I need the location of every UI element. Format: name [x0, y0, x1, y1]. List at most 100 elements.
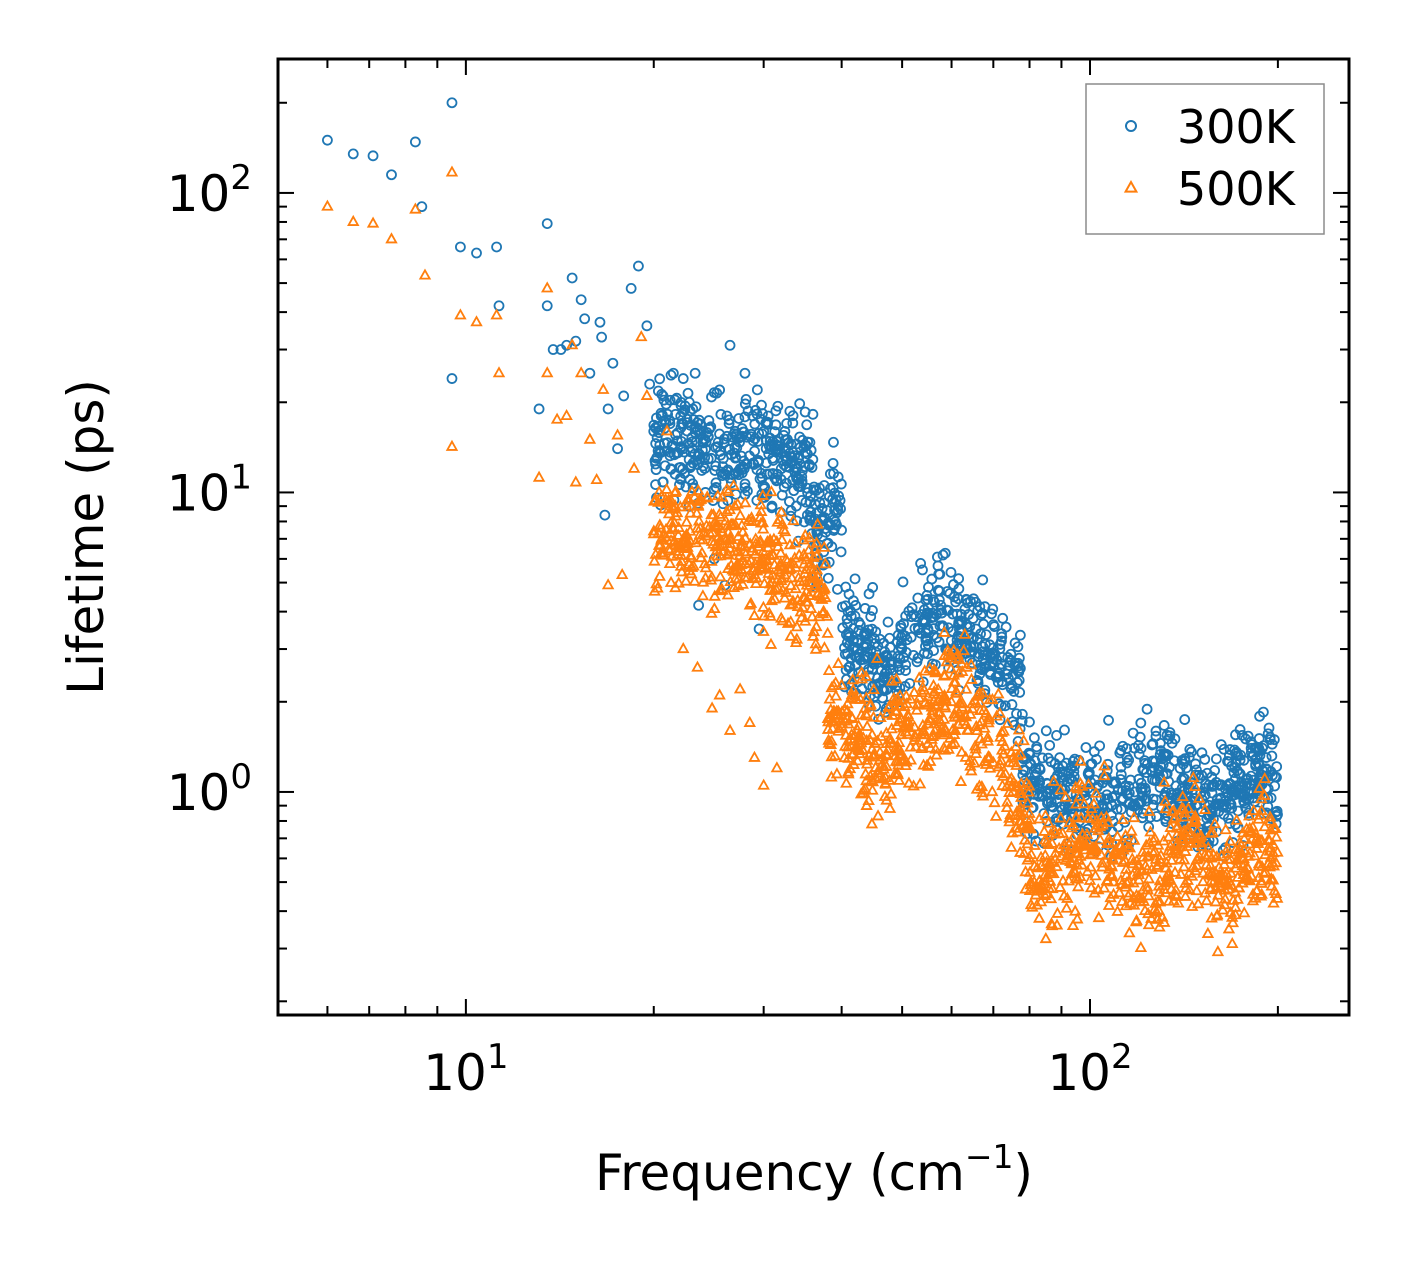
point-500k: [1125, 824, 1138, 836]
point-300k: [798, 441, 810, 453]
point-300k: [533, 403, 545, 415]
point-500k: [1066, 918, 1080, 931]
point-500k: [696, 589, 710, 601]
point-300k: [599, 509, 611, 521]
point-500k: [1166, 846, 1179, 858]
point-300k: [977, 641, 989, 653]
point-500k: [770, 761, 784, 773]
point-500k: [828, 711, 842, 723]
point-500k: [1214, 879, 1228, 891]
point-500k: [911, 698, 924, 710]
point-500k: [771, 515, 784, 527]
point-500k: [1098, 769, 1111, 781]
point-500k: [774, 556, 787, 568]
point-300k: [824, 468, 836, 480]
point-300k: [739, 367, 751, 379]
data-points-layer: [321, 97, 1284, 957]
point-500k: [924, 754, 937, 766]
point-500k: [1265, 872, 1278, 884]
point-500k: [1088, 844, 1102, 856]
point-300k: [975, 628, 986, 640]
point-500k: [947, 643, 961, 655]
point-500k: [1049, 852, 1062, 864]
point-500k: [1141, 883, 1155, 895]
point-500k: [965, 672, 978, 684]
point-500k: [721, 561, 735, 574]
point-300k: [1190, 787, 1202, 799]
point-500k: [735, 518, 749, 530]
point-300k: [1101, 789, 1113, 801]
point-300k: [1115, 769, 1127, 781]
point-500k: [1035, 858, 1049, 870]
point-500k: [860, 757, 874, 769]
point-300k: [697, 433, 709, 445]
point-300k: [644, 378, 656, 390]
legend-items: 300K 500K: [1123, 100, 1297, 216]
point-500k: [653, 569, 666, 581]
point-500k: [1182, 801, 1195, 814]
point-300k: [996, 631, 1008, 643]
point-500k: [1142, 849, 1155, 861]
point-300k: [769, 426, 781, 438]
point-500k: [818, 641, 831, 653]
point-500k: [1195, 836, 1208, 848]
point-500k: [470, 315, 483, 327]
point-500k: [891, 766, 904, 778]
point-500k: [779, 585, 793, 597]
point-500k: [1167, 804, 1181, 816]
point-500k: [677, 534, 691, 546]
point-500k: [1075, 779, 1089, 791]
point-500k: [654, 533, 668, 545]
point-500k: [1142, 804, 1156, 816]
point-500k: [763, 533, 777, 545]
point-500k: [1119, 828, 1132, 840]
point-500k: [550, 412, 564, 424]
point-300k: [950, 596, 962, 608]
point-500k: [1130, 913, 1143, 926]
point-500k: [754, 510, 767, 522]
point-300k: [347, 148, 359, 160]
point-300k: [1134, 731, 1146, 743]
point-300k: [1271, 805, 1283, 817]
point-500k: [672, 576, 685, 588]
point-500k: [1185, 869, 1199, 881]
point-500k: [791, 593, 804, 605]
point-500k: [860, 719, 874, 731]
point-500k: [757, 624, 770, 636]
point-300k: [1223, 756, 1235, 768]
point-300k: [1065, 773, 1077, 785]
point-500k: [950, 684, 963, 696]
point-500k: [918, 696, 931, 708]
point-500k: [838, 751, 851, 763]
point-300k: [747, 435, 759, 447]
point-500k: [1238, 906, 1251, 918]
point-300k: [844, 661, 856, 672]
point-500k: [445, 165, 459, 177]
point-500k: [1059, 790, 1073, 802]
point-500k: [838, 702, 852, 714]
point-300k: [935, 599, 947, 611]
point-300k: [849, 573, 861, 585]
point-500k: [635, 330, 648, 342]
point-500k: [1238, 832, 1251, 844]
point-300k: [1009, 637, 1021, 649]
point-300k: [596, 331, 608, 343]
point-500k: [1148, 831, 1161, 843]
point-500k: [1039, 932, 1053, 944]
point-500k: [1107, 887, 1120, 899]
point-300k: [1005, 683, 1017, 695]
point-500k: [1169, 839, 1183, 851]
point-500k: [1170, 828, 1184, 840]
point-500k: [671, 547, 684, 559]
point-500k: [712, 529, 725, 541]
point-500k: [1130, 888, 1143, 900]
point-300k: [807, 454, 819, 465]
point-500k: [723, 536, 737, 548]
point-300k: [1141, 703, 1153, 715]
point-500k: [965, 658, 978, 670]
point-300k: [1235, 749, 1247, 761]
point-500k: [871, 734, 884, 746]
point-500k: [992, 687, 1005, 699]
point-500k: [883, 731, 897, 743]
point-500k: [654, 521, 667, 533]
